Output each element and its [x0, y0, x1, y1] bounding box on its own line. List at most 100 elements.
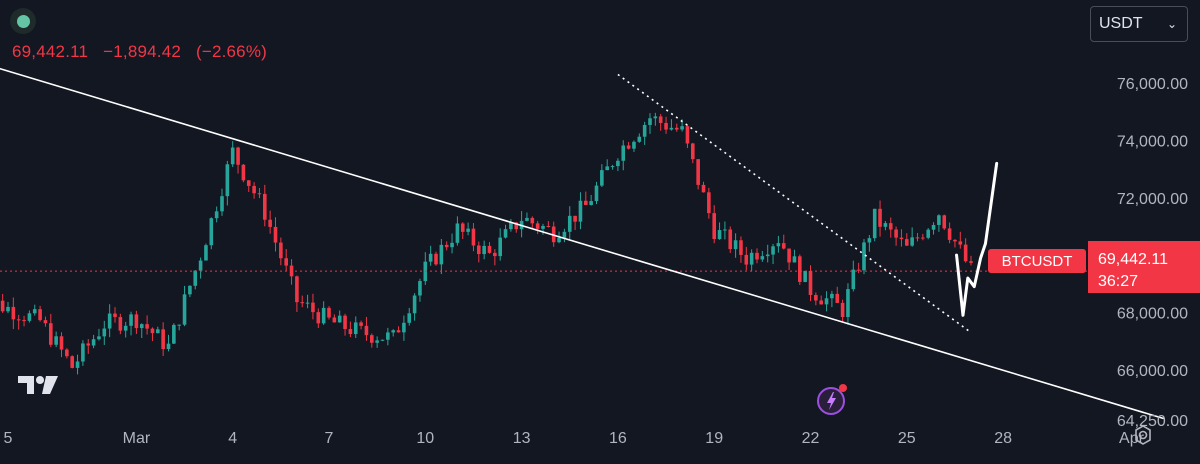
candle-body: [177, 324, 181, 326]
price-change: −1,894.42: [103, 42, 182, 61]
candles: [0, 112, 973, 375]
candle-body: [905, 239, 909, 246]
candle-body: [648, 118, 652, 125]
price-tag-bg: [1088, 241, 1200, 293]
currency-select[interactable]: USDT ⌄: [1090, 6, 1188, 42]
candle-body: [129, 314, 133, 326]
candle-body: [466, 228, 470, 232]
x-tick-label: 5: [4, 430, 13, 447]
x-tick-label: 10: [416, 430, 434, 447]
candle-body: [49, 323, 53, 345]
y-tick-label: 64,250.00: [1117, 413, 1188, 430]
candle-body: [958, 241, 963, 245]
y-tick-label: 76,000.00: [1117, 76, 1188, 93]
candle-body: [621, 145, 626, 161]
candle-body: [370, 335, 374, 343]
candle-body: [332, 317, 337, 323]
candle-body: [139, 324, 144, 329]
candle-body: [669, 127, 674, 130]
candle-body: [16, 319, 21, 321]
candle-body: [236, 147, 240, 165]
candle-body: [161, 329, 165, 350]
candle-body: [225, 164, 230, 197]
candle-body: [653, 116, 658, 119]
candle-body: [487, 245, 492, 253]
freehand-projection: [955, 161, 999, 317]
candle-body: [872, 208, 877, 239]
candle-body: [937, 215, 941, 225]
candle-body: [605, 166, 609, 171]
candle-body: [600, 170, 604, 186]
candle-body: [717, 230, 722, 239]
candle-body: [862, 242, 866, 271]
x-tick-label: 22: [802, 430, 820, 447]
candle-body: [814, 294, 818, 301]
currency-label: USDT: [1099, 15, 1143, 32]
candle-body: [883, 223, 888, 227]
candle-body: [637, 136, 642, 142]
candle-body: [808, 270, 813, 295]
candle-body: [22, 320, 26, 322]
candle-body: [396, 330, 401, 333]
settings-gear-icon[interactable]: [1132, 424, 1154, 446]
candle-body: [765, 254, 770, 257]
price-header: 69,442.11 −1,894.42 (−2.66%): [12, 42, 277, 62]
y-tick-label: 72,000.00: [1117, 191, 1188, 208]
candle-body: [535, 223, 540, 229]
candle-body: [311, 302, 315, 313]
candle-body: [428, 253, 433, 262]
candle-body: [632, 141, 636, 149]
candle-body: [498, 237, 502, 257]
candle-body: [118, 317, 123, 331]
candle-body: [878, 208, 882, 227]
candle-body: [166, 343, 171, 350]
x-tick-label: Apr: [1119, 430, 1145, 447]
candle-body: [760, 256, 765, 260]
candle-body: [755, 252, 759, 260]
candle-body: [921, 237, 925, 239]
candle-body: [241, 164, 246, 181]
candle-body: [963, 244, 968, 262]
candle-body: [188, 285, 192, 295]
lightning-alert-icon[interactable]: [816, 382, 850, 416]
candle-body: [493, 252, 497, 257]
candle-body: [482, 245, 486, 255]
candle-body: [316, 312, 321, 324]
candle-body: [343, 315, 347, 330]
candle-body: [86, 343, 91, 346]
candle-body: [284, 258, 288, 266]
candle-body: [204, 245, 208, 261]
candle-body: [910, 237, 914, 246]
candle-body: [894, 229, 898, 238]
candle-body: [434, 253, 438, 265]
candle-body: [707, 192, 711, 214]
x-tick-label: Mar: [123, 430, 151, 447]
candle-body: [787, 248, 791, 263]
candle-body: [38, 309, 42, 321]
price-tag-value: 69,442.11: [1098, 251, 1168, 268]
candle-body: [230, 147, 235, 165]
candle-body: [514, 222, 519, 230]
chevron-down-icon: ⌄: [1166, 17, 1177, 31]
candle-body: [273, 226, 278, 243]
candle-body: [776, 243, 781, 247]
candle-body: [412, 295, 417, 314]
x-tick-label: 25: [898, 430, 916, 447]
candle-body: [268, 219, 272, 227]
candle-body: [567, 215, 572, 232]
candle-body: [460, 223, 465, 232]
candle-body: [321, 307, 326, 324]
candle-body: [450, 242, 454, 248]
trendline-solid: [0, 67, 1164, 420]
candle-body: [846, 289, 850, 318]
price-change-pct: (−2.66%): [195, 42, 268, 61]
candle-body: [798, 256, 802, 282]
tradingview-logo-icon[interactable]: [16, 372, 60, 405]
status-dot-icon[interactable]: [10, 8, 36, 34]
candle-body: [279, 242, 283, 259]
candle-body: [6, 306, 10, 312]
candle-body: [145, 324, 149, 329]
candle-body: [444, 244, 449, 248]
candle-body: [214, 211, 219, 219]
